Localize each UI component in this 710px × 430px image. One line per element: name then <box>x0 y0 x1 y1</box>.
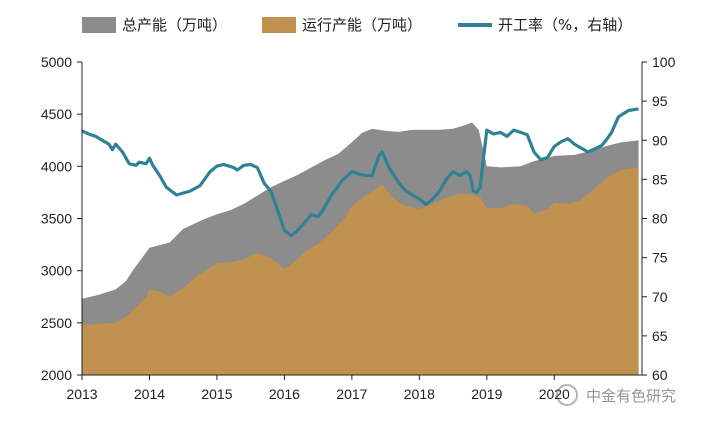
legend-swatch-total-capacity <box>82 16 116 33</box>
y-tick-label-right: 95 <box>652 93 668 109</box>
x-tick-label: 2015 <box>201 386 232 402</box>
y-tick-label-left: 2500 <box>41 315 72 331</box>
y-tick-label-right: 60 <box>652 367 668 383</box>
y-tick-label-right: 90 <box>652 132 668 148</box>
axes-layer: 2013 2014 2015 2016 2017 2018 2019 202020002500… <box>41 54 676 402</box>
legend-label-operating-rate: 开工率（%，右轴） <box>498 16 633 34</box>
x-tick-label: 2019 <box>471 386 502 402</box>
legend-item-total-capacity: 总产能（万吨） <box>82 14 227 35</box>
x-tick-label: 2014 <box>134 386 165 402</box>
x-tick-label: 2018 <box>404 386 435 402</box>
y-tick-label-left: 5000 <box>41 54 72 70</box>
y-tick-label-left: 3500 <box>41 211 72 227</box>
series-2-area <box>82 167 639 375</box>
y-tick-label-left: 2000 <box>41 367 72 383</box>
area-layer <box>82 122 639 375</box>
legend-item-running-capacity: 运行产能（万吨） <box>262 14 422 35</box>
x-tick-label: 2013 <box>66 386 97 402</box>
y-tick-label-right: 100 <box>652 54 676 70</box>
legend-swatch-running-capacity <box>262 16 296 33</box>
legend-item-operating-rate: 开工率（%，右轴） <box>458 14 632 35</box>
series-3-line <box>81 107 639 238</box>
y-tick-label-right: 85 <box>652 171 668 187</box>
legend-swatch-operating-rate <box>458 22 492 27</box>
y-tick-label-right: 65 <box>652 328 668 344</box>
y-tick-label-left: 4000 <box>41 158 72 174</box>
x-tick-label: 2017 <box>336 386 367 402</box>
y-tick-label-left: 4500 <box>41 106 72 122</box>
watermark: 中金有色研究 <box>556 384 676 406</box>
legend: 总产能（万吨） 运行产能（万吨） 开工率（%，右轴） <box>0 14 710 38</box>
line-layer <box>81 107 639 238</box>
legend-label-running-capacity: 运行产能（万吨） <box>302 16 423 34</box>
y-tick-label-right: 80 <box>652 211 668 227</box>
wechat-logo-icon <box>556 384 578 406</box>
y-tick-label-right: 70 <box>652 289 668 305</box>
x-tick-label: 2016 <box>269 386 300 402</box>
legend-label-total-capacity: 总产能（万吨） <box>122 16 228 34</box>
watermark-text: 中金有色研究 <box>586 386 677 405</box>
y-tick-label-right: 75 <box>652 250 668 266</box>
y-tick-label-left: 3000 <box>41 263 72 279</box>
